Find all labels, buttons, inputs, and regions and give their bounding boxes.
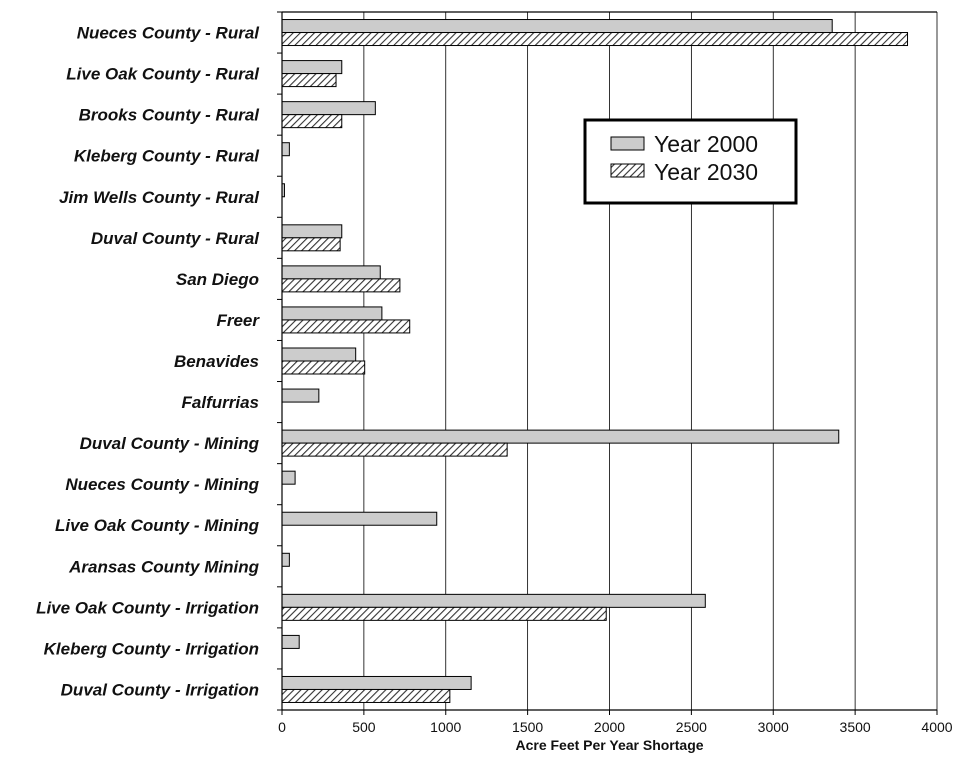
category-label: Live Oak County - Irrigation	[36, 598, 259, 617]
legend-swatch-year-2000	[610, 136, 645, 151]
category-label: Aransas County Mining	[68, 557, 259, 576]
category-label: Freer	[216, 311, 260, 330]
bars	[281, 19, 909, 703]
category-label: Jim Wells County - Rural	[59, 188, 260, 207]
bar-2000-16	[281, 675, 472, 690]
x-tick-label: 3000	[758, 719, 789, 735]
category-label: Live Oak County - Rural	[66, 65, 260, 84]
bar-2030-16	[281, 688, 451, 703]
bar-2000-7	[281, 306, 383, 321]
bar-2000-0	[281, 19, 833, 34]
legend: Year 2000 Year 2030	[583, 118, 798, 205]
bar-2000-5	[281, 224, 343, 239]
bar-2030-10	[281, 442, 508, 457]
legend-box	[583, 118, 798, 205]
bar-2000-6	[281, 265, 381, 280]
category-label: San Diego	[176, 270, 259, 289]
bar-2000-12	[281, 511, 438, 526]
bar-2030-5	[281, 237, 341, 252]
x-tick-label: 3500	[840, 719, 871, 735]
x-tick-label: 2000	[594, 719, 625, 735]
bar-2000-9	[281, 388, 320, 403]
bar-2030-14	[281, 606, 607, 621]
category-labels: Nueces County - Rural Live Oak County - R…	[36, 24, 260, 700]
x-tick-label: 1500	[512, 719, 543, 735]
category-label: Duval County - Mining	[80, 434, 260, 453]
bar-2000-1	[281, 60, 343, 75]
bar-2000-8	[281, 347, 357, 362]
bar-2000-15	[281, 634, 300, 649]
x-tick-label: 0	[278, 719, 286, 735]
bar-2030-0	[281, 32, 909, 47]
x-tick-label: 1000	[430, 719, 461, 735]
category-label: Live Oak County - Mining	[55, 516, 260, 535]
x-tick-label: 4000	[921, 719, 952, 735]
x-tick-labels: 0 500 1000 1500 2000 2500 3000 3500 4000	[278, 719, 953, 735]
category-label: Brooks County - Rural	[79, 106, 261, 125]
bar-2030-1	[281, 73, 337, 88]
bar-2000-14	[281, 593, 706, 608]
category-label: Kleberg County - Irrigation	[44, 639, 259, 658]
category-label: Nueces County - Mining	[65, 475, 259, 494]
category-label: Duval County - Rural	[91, 229, 260, 248]
x-axis-title: Acre Feet Per Year Shortage	[515, 737, 703, 753]
category-label: Falfurrias	[182, 393, 259, 412]
legend-label-year-2000: Year 2000	[654, 131, 758, 157]
legend-label-year-2030: Year 2030	[654, 159, 758, 185]
bar-2000-10	[281, 429, 840, 444]
bar-2030-7	[281, 319, 411, 334]
x-tick-label: 2500	[676, 719, 707, 735]
legend-swatch-year-2030	[610, 163, 645, 178]
category-label: Kleberg County - Rural	[74, 147, 260, 166]
bar-2000-13	[281, 552, 290, 567]
bar-2030-2	[281, 114, 343, 129]
x-tick-label: 500	[352, 719, 376, 735]
bar-2030-8	[281, 360, 366, 375]
bar-2000-11	[281, 470, 296, 485]
bar-2030-6	[281, 278, 401, 293]
category-label: Benavides	[174, 352, 259, 371]
category-label: Duval County - Irrigation	[61, 680, 259, 699]
axes	[277, 11, 938, 715]
category-label: Nueces County - Rural	[77, 24, 261, 43]
bar-2000-2	[281, 101, 376, 116]
bar-2000-3	[281, 142, 290, 157]
